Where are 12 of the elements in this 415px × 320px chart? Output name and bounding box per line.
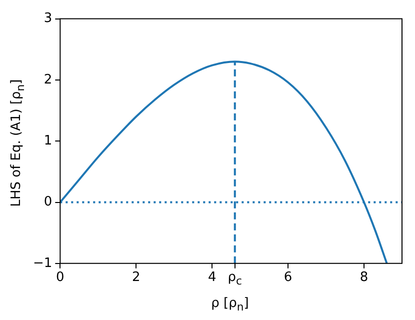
x-tick-label: 8 <box>360 270 368 286</box>
x-tick-label: 2 <box>132 270 140 286</box>
x-tick-label: 6 <box>284 270 292 286</box>
x-tick-label: 4 <box>208 270 216 286</box>
y-tick-label: 0 <box>44 194 52 210</box>
x-tick-label: 0 <box>56 270 64 286</box>
x-tick-label: ρ$_{c}$ <box>228 270 242 289</box>
y-tick-label: 1 <box>44 133 52 148</box>
y-tick-label: 2 <box>44 72 52 88</box>
y-tick-label: −1 <box>32 256 52 271</box>
y-tick-label: 3 <box>44 11 52 26</box>
x-axis-title: ρ [ρ$_{n}$] <box>210 296 250 314</box>
